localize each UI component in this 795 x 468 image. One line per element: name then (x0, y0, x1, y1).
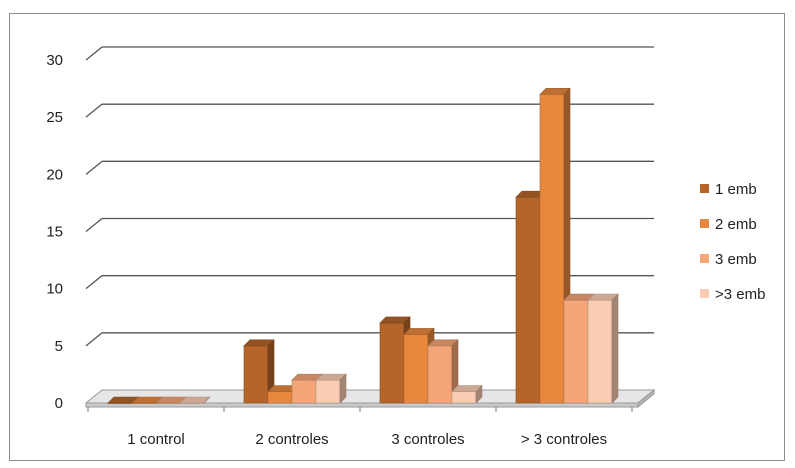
legend-swatch (700, 254, 709, 263)
gridline-connector (85, 160, 103, 175)
y-tick-label: 30 (46, 52, 63, 69)
y-tick-label: 0 (55, 395, 63, 412)
legend-swatch (700, 289, 709, 298)
gridline-connector (85, 332, 103, 347)
legend-label: 1 emb (715, 181, 757, 198)
y-tick-label: 20 (46, 166, 63, 183)
x-tick-label: 2 controles (255, 431, 328, 448)
y-tick-label: 5 (55, 338, 63, 355)
legend-item: 3 emb (700, 251, 757, 268)
bars (107, 87, 619, 404)
y-tick-label: 10 (46, 281, 63, 298)
bar (315, 373, 347, 404)
legend: 1 emb 2 emb 3 emb >3 emb (700, 181, 765, 303)
x-axis-ticks: 1 control 2 controles 3 controles > 3 contr… (87, 407, 633, 448)
legend-label: >3 emb (715, 286, 765, 303)
bar (587, 293, 619, 404)
gridline-connector (85, 275, 103, 290)
legend-label: 3 emb (715, 251, 757, 268)
legend-swatch (700, 184, 709, 193)
x-tick-label: 3 controles (391, 431, 464, 448)
bar (451, 384, 483, 404)
x-tick-label: 1 control (127, 431, 185, 448)
y-tick-label: 15 (46, 224, 63, 241)
bar (179, 396, 211, 404)
legend-swatch (700, 219, 709, 228)
legend-item: 2 emb (700, 216, 757, 233)
bar (243, 339, 275, 404)
legend-item: >3 emb (700, 286, 765, 303)
legend-label: 2 emb (715, 216, 757, 233)
legend-item: 1 emb (700, 181, 757, 198)
gridline-connector (85, 103, 103, 118)
gridline-connector (85, 46, 103, 61)
y-tick-label: 25 (46, 109, 63, 126)
gridline-connector (85, 217, 103, 233)
y-axis-ticks: 0 5 10 15 20 25 30 (46, 52, 63, 412)
x-tick-label: > 3 controles (521, 431, 607, 448)
floor-side (637, 388, 655, 409)
